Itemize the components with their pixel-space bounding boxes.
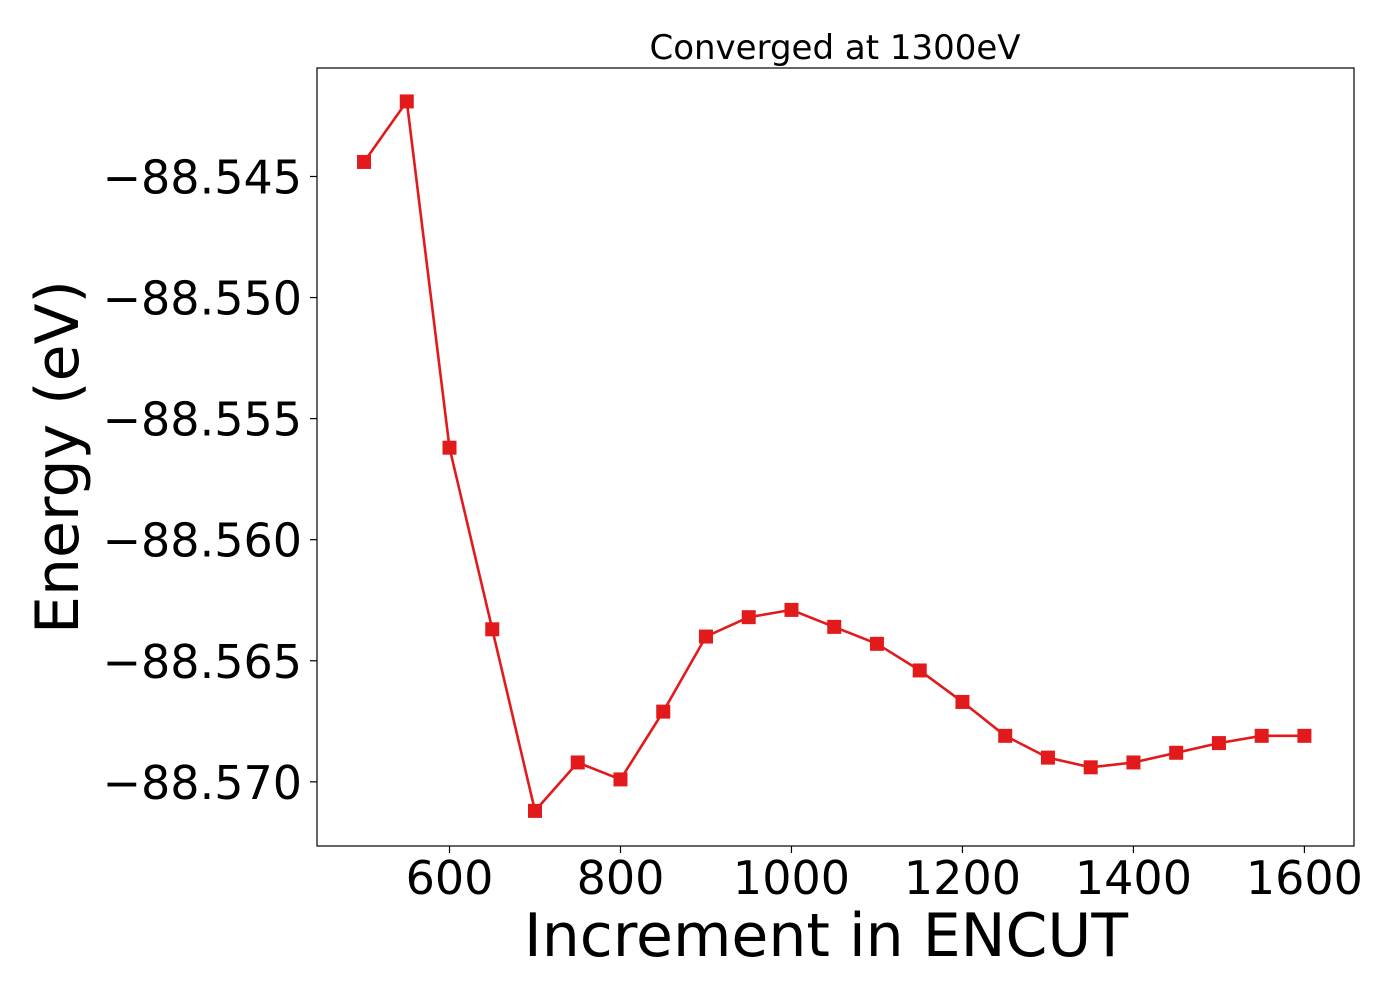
data-point xyxy=(955,694,970,709)
data-point xyxy=(1169,745,1184,760)
data-point xyxy=(1297,728,1312,743)
data-point xyxy=(528,803,543,818)
data-point xyxy=(912,663,927,678)
y-tick-label: −88.565 xyxy=(103,635,303,689)
data-point xyxy=(1254,728,1269,743)
data-point xyxy=(570,755,585,770)
data-point xyxy=(357,154,372,169)
x-tick-label: 1400 xyxy=(1075,851,1192,905)
y-axis-label: Energy (eV) xyxy=(23,280,93,634)
x-tick-label: 800 xyxy=(577,851,665,905)
data-point xyxy=(1083,760,1098,775)
x-tick-label: 1200 xyxy=(904,851,1021,905)
data-point xyxy=(741,610,756,625)
plot-area-frame xyxy=(316,67,1355,847)
data-point xyxy=(784,602,799,617)
x-tick-label: 600 xyxy=(406,851,494,905)
x-tick-label: 1000 xyxy=(733,851,850,905)
x-axis-label: Increment in ENCUT xyxy=(524,901,1128,971)
data-point xyxy=(485,622,500,637)
data-point xyxy=(613,772,628,787)
y-tick-label: −88.555 xyxy=(103,393,303,447)
series-line xyxy=(362,100,1305,813)
data-point xyxy=(1040,750,1055,765)
series-energy xyxy=(357,94,1312,818)
x-tick-label: 1600 xyxy=(1246,851,1363,905)
data-point xyxy=(698,629,713,644)
y-axis: −88.545 −88.550 −88.555 −88.560 −88.565 −88.5… xyxy=(103,150,317,810)
y-tick-label: −88.545 xyxy=(103,150,303,204)
x-axis: 600 800 1000 1200 1400 1600 xyxy=(406,846,1363,905)
y-tick-label: −88.560 xyxy=(103,514,303,568)
data-point xyxy=(1126,755,1141,770)
data-point xyxy=(399,94,414,109)
data-point xyxy=(656,704,671,719)
data-point xyxy=(869,636,884,651)
data-point xyxy=(442,440,457,455)
y-tick-label: −88.550 xyxy=(103,272,303,326)
data-point xyxy=(998,728,1013,743)
y-tick-label: −88.570 xyxy=(103,756,303,810)
data-point xyxy=(1211,736,1226,751)
data-point xyxy=(827,619,842,634)
chart-title: Converged at 1300eV xyxy=(649,28,1020,68)
